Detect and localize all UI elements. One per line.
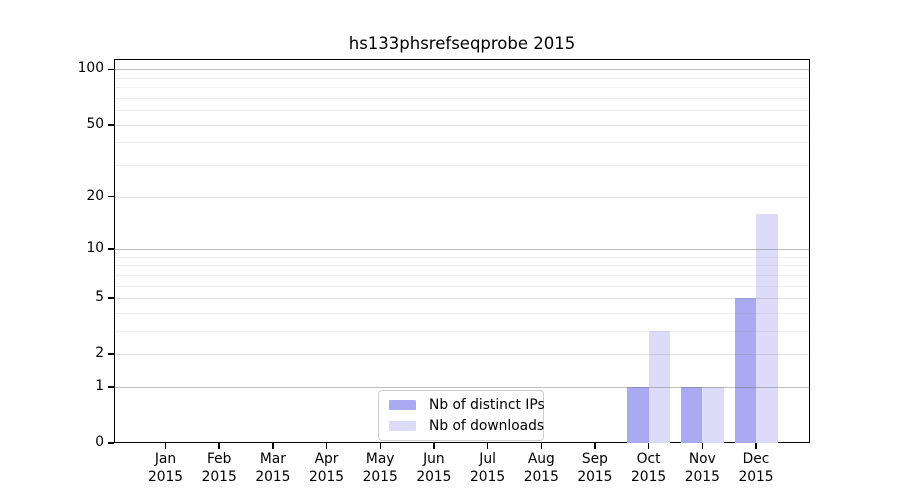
x-tick-label-jan: Jan 2015 bbox=[147, 451, 184, 485]
gridline-70 bbox=[114, 97, 810, 99]
y-tick-label-10: 10 bbox=[86, 239, 104, 256]
gridline-7 bbox=[114, 274, 810, 276]
x-tick-nov bbox=[701, 443, 703, 449]
x-tick-dec bbox=[755, 443, 757, 449]
y-tick-label-1: 1 bbox=[95, 377, 104, 394]
x-tick-label-apr: Apr 2015 bbox=[308, 451, 345, 485]
x-tick-label-dec: Dec 2015 bbox=[738, 451, 774, 485]
gridline-1 bbox=[114, 386, 810, 388]
y-tick-label-5: 5 bbox=[95, 289, 104, 305]
bar-nov-distinct-ips bbox=[680, 386, 703, 443]
y-tick-label-2: 2 bbox=[95, 345, 104, 362]
x-tick-jan bbox=[164, 443, 167, 449]
x-tick-label-may: May 2015 bbox=[362, 451, 398, 485]
y-tick-label-20: 20 bbox=[86, 187, 104, 204]
gridline-8 bbox=[114, 265, 810, 267]
x-tick-label-nov: Nov 2015 bbox=[684, 451, 720, 485]
legend-label-distinct-ips: Nb of distinct IPs bbox=[429, 397, 545, 413]
legend: Nb of distinct IPs Nb of downloads bbox=[378, 390, 545, 441]
x-tick-label-oct: Oct 2015 bbox=[631, 451, 667, 485]
legend-item-downloads: Nb of downloads bbox=[389, 418, 544, 434]
gridline-3 bbox=[114, 330, 810, 332]
x-tick-label-jul: Jul 2015 bbox=[470, 451, 506, 485]
bar-dec-distinct-ips bbox=[734, 298, 756, 443]
x-tick-sep bbox=[594, 443, 596, 449]
legend-swatch-downloads bbox=[389, 421, 416, 431]
x-tick-label-feb: Feb 2015 bbox=[201, 451, 237, 485]
legend-label-downloads: Nb of downloads bbox=[429, 418, 545, 434]
gridline-4 bbox=[114, 312, 810, 314]
gridline-20 bbox=[114, 196, 810, 198]
chart-title: hs133phsrefseqprobe 2015 bbox=[348, 34, 576, 53]
gridline-10 bbox=[114, 248, 810, 250]
x-tick-may bbox=[379, 443, 381, 449]
x-tick-oct bbox=[647, 443, 650, 449]
bar-nov-downloads bbox=[702, 386, 724, 443]
gridline-100 bbox=[114, 69, 810, 71]
x-tick-label-aug: Aug 2015 bbox=[523, 451, 559, 485]
legend-swatch-distinct-ips bbox=[389, 400, 416, 410]
gridline-80 bbox=[114, 87, 810, 89]
x-tick-jul bbox=[486, 443, 489, 449]
x-tick-mar bbox=[272, 443, 274, 449]
gridline-90 bbox=[114, 77, 810, 79]
x-tick-feb bbox=[218, 443, 220, 449]
y-tick-label-50: 50 bbox=[86, 115, 104, 132]
bar-oct-downloads bbox=[648, 330, 671, 443]
gridline-50 bbox=[114, 124, 810, 126]
gridline-40 bbox=[114, 142, 810, 144]
legend-item-distinct-ips: Nb of distinct IPs bbox=[389, 397, 545, 413]
bar-oct-distinct-ips bbox=[627, 386, 649, 443]
bar-dec-downloads bbox=[756, 213, 778, 443]
gridline-30 bbox=[114, 165, 810, 166]
gridline-6 bbox=[114, 285, 810, 287]
y-tick-label-100: 100 bbox=[77, 60, 104, 77]
gridline-9 bbox=[114, 256, 810, 258]
plot-border bbox=[114, 59, 810, 443]
y-tick-label-0: 0 bbox=[95, 434, 104, 450]
gridline-5 bbox=[114, 298, 810, 299]
x-tick-aug bbox=[540, 443, 542, 449]
gridline-2 bbox=[114, 354, 810, 356]
x-tick-label-mar: Mar 2015 bbox=[255, 451, 291, 485]
plot-area bbox=[114, 59, 810, 443]
x-tick-label-sep: Sep 2015 bbox=[577, 451, 613, 485]
x-tick-jun bbox=[433, 443, 435, 449]
x-tick-apr bbox=[325, 443, 328, 449]
gridline-60 bbox=[114, 110, 810, 112]
x-tick-label-jun: Jun 2015 bbox=[416, 451, 452, 485]
